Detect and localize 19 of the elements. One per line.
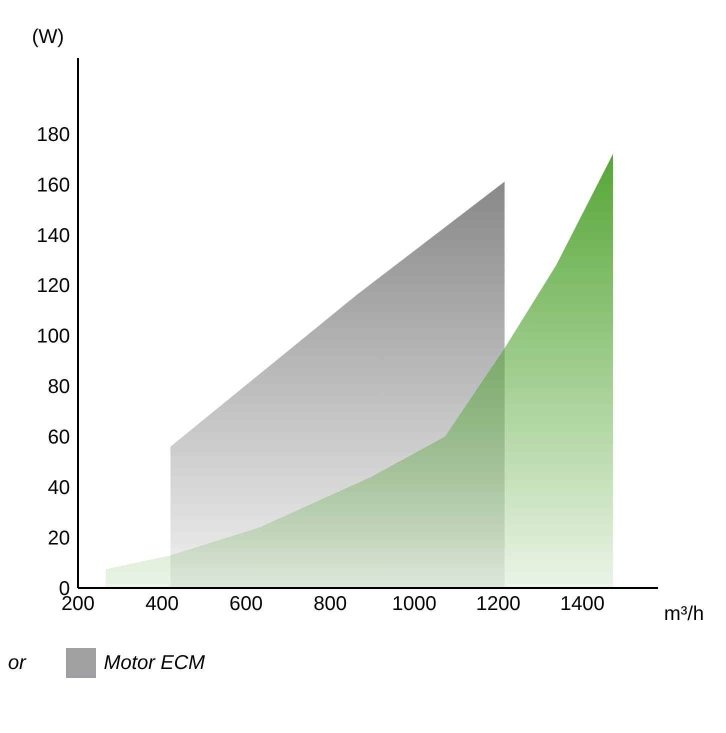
- legend-label: Motor ECM: [104, 652, 205, 674]
- x-tick-label: 1400: [560, 593, 605, 616]
- x-tick-label: 1200: [476, 593, 521, 616]
- y-tick-label: 60: [48, 426, 70, 449]
- x-tick-label: 800: [313, 593, 347, 616]
- y-tick-label: 160: [36, 174, 70, 196]
- y-tick-label: 80: [48, 376, 70, 398]
- x-tick-label: 1000: [392, 593, 436, 616]
- y-tick-label: 140: [36, 224, 70, 247]
- legend-row: or Motor ECM: [8, 648, 718, 678]
- y-tick-label: 180: [36, 124, 70, 146]
- y-tick-label: 100: [36, 326, 70, 348]
- x-tick-label: 400: [145, 593, 179, 616]
- x-axis-title: m³/h: [664, 603, 704, 625]
- y-tick-label: 120: [36, 275, 70, 298]
- y-tick-label: 40: [48, 477, 70, 500]
- y-tick-label: 20: [48, 528, 70, 550]
- y-axis-title: (W): [32, 26, 64, 48]
- x-tick-label: 600: [229, 593, 263, 616]
